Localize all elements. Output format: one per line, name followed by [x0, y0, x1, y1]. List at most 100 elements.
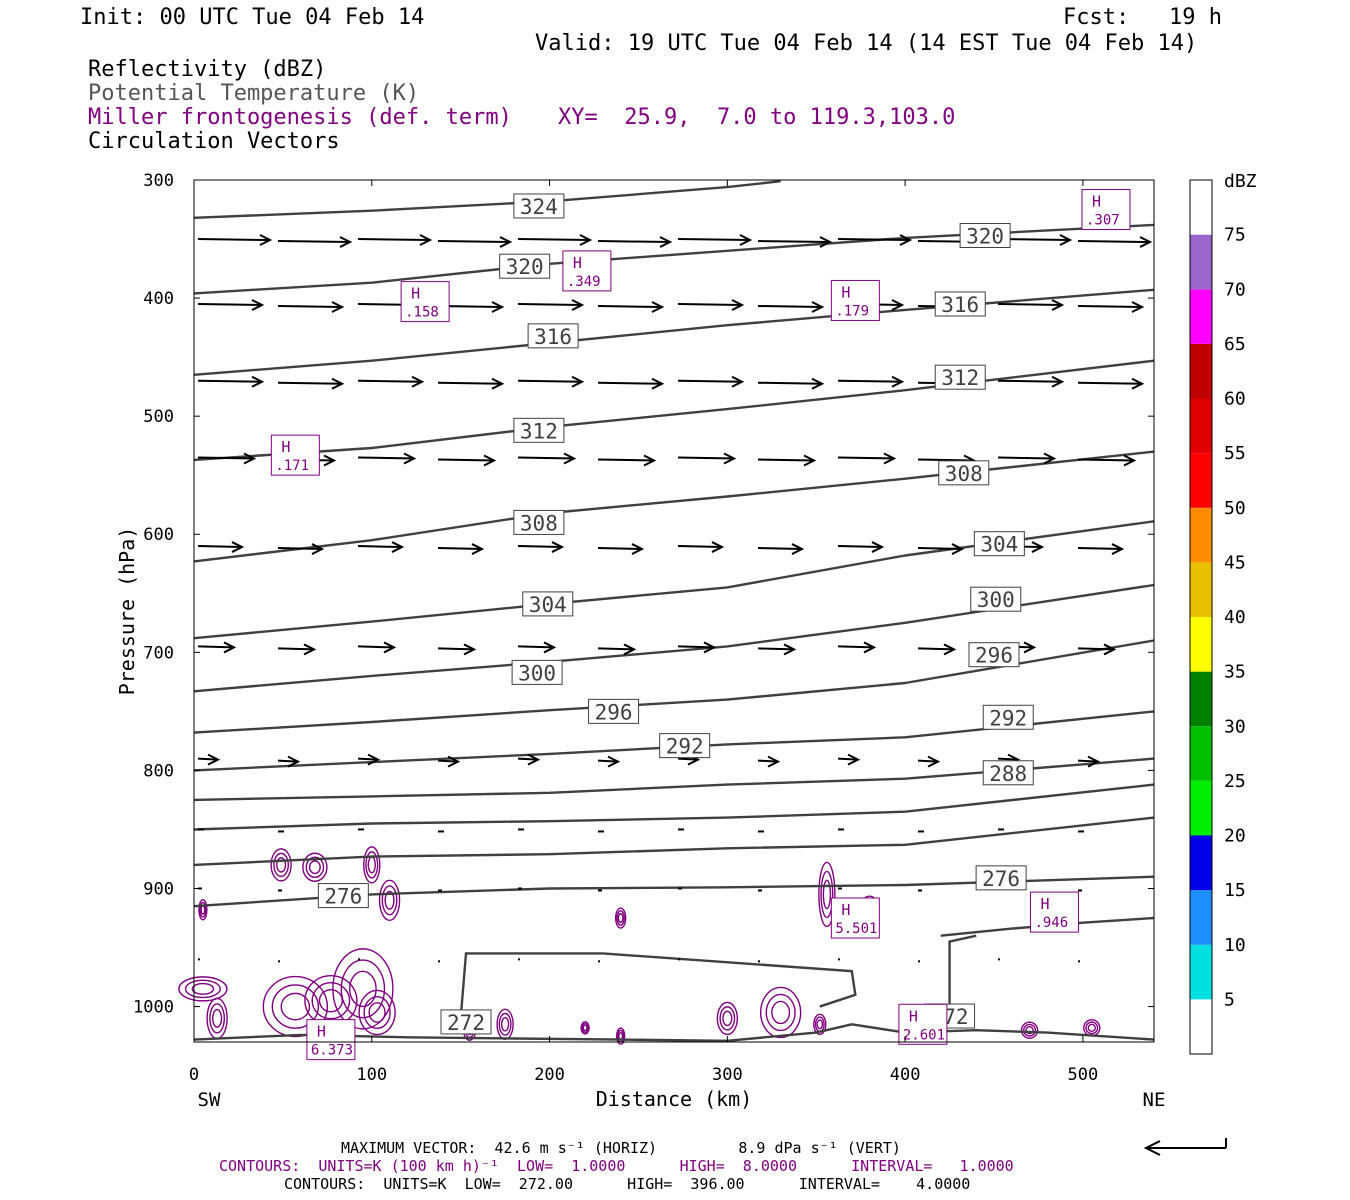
- vector-shaft: [997, 379, 1063, 383]
- vector-arrow-2-2: [357, 375, 425, 388]
- fronto-contour-15-0: [818, 861, 836, 928]
- theta-label-box-16: [982, 704, 1034, 730]
- vector-head: [1131, 301, 1145, 313]
- fronto-contour-6-0: [270, 848, 292, 882]
- vector-arrow-5-8: [837, 641, 877, 654]
- fronto-contour-18-0: [615, 1027, 626, 1045]
- vector-arrow-2-7: [757, 377, 825, 390]
- vector-shaft: [357, 545, 403, 549]
- fronto-contour-1-2: [212, 1008, 223, 1028]
- forecast-hour: Fcst: 19 h: [1063, 5, 1222, 30]
- vector-head: [419, 234, 433, 246]
- vector-shaft: [997, 757, 1019, 761]
- fronto-contour-13-0: [716, 1001, 739, 1036]
- colorbar-label-25: 25: [1224, 771, 1246, 792]
- vector-shaft: [597, 759, 619, 763]
- x-end-label-ne: NE: [1143, 1089, 1166, 1111]
- colorbar: 5 10 15 20 25 30 35 40 45 50 55 60 65 70 75 dBZ: [1189, 171, 1257, 1055]
- vector-shaft: [757, 240, 831, 244]
- vector-arrow-3-0: [197, 452, 257, 465]
- vector-head: [1131, 377, 1145, 390]
- theta-label-10: 304: [980, 533, 1018, 557]
- vector-shaft: [917, 458, 975, 462]
- y-tick-label-700: 700: [143, 643, 174, 663]
- reference-vector-arrow-icon: [1143, 1138, 1227, 1156]
- fronto-high-box-0: [1081, 189, 1131, 231]
- init-time: Init: 00 UTC Tue 04 Feb 14: [80, 5, 425, 30]
- vector-shaft: [437, 547, 483, 551]
- vector-arrow-2-6: [677, 375, 745, 388]
- vector-arrow-5-7: [757, 643, 797, 656]
- vector-head: [463, 643, 477, 656]
- x-tick-label-200: 200: [534, 1065, 565, 1085]
- fronto-contour-12-2: [617, 912, 624, 924]
- vector-arrow-6-7: [757, 755, 781, 768]
- vector-head: [891, 299, 905, 311]
- colorbar-label-75: 75: [1224, 225, 1246, 246]
- vector-arrow-1-11: [1077, 301, 1145, 313]
- fronto-high-value-7: 6.373: [311, 1043, 353, 1059]
- theta-contour-272: [193, 1023, 1155, 1042]
- colorbar-band-6: [1190, 671, 1212, 727]
- theta-contour-276-east: [948, 934, 977, 1009]
- fronto-contour-14-2: [771, 1000, 791, 1025]
- fronto-high-box-7: [306, 1019, 356, 1061]
- vector-head: [331, 301, 345, 313]
- vector-arrow-3-5: [597, 454, 657, 467]
- fronto-contour-5-2: [368, 1002, 386, 1023]
- colorbar-label-40: 40: [1224, 607, 1246, 628]
- vector-shaft: [1077, 458, 1135, 462]
- theta-label-box-7: [513, 509, 565, 535]
- x-axis-label: Distance (km): [596, 1087, 753, 1111]
- vector-arrow-3-7: [757, 454, 817, 467]
- vector-head: [1123, 454, 1137, 467]
- vector-head: [767, 755, 781, 768]
- vector-arrow-3-3: [437, 454, 497, 467]
- fronto-high-value-0: .307: [1086, 213, 1120, 229]
- vector-arrow-1-4: [517, 299, 585, 311]
- fronto-contour-22-0: [198, 899, 208, 921]
- vector-arrow-0-4: [517, 234, 593, 246]
- fronto-high-letter-3: H: [841, 283, 850, 301]
- vector-head: [287, 755, 301, 768]
- colorbar-band-9: [1190, 507, 1212, 563]
- theta-label-box-6: [934, 364, 986, 390]
- vector-shaft: [437, 647, 475, 651]
- vector-shaft: [437, 759, 459, 763]
- fronto-contour-3-1: [311, 981, 351, 1020]
- vector-arrow-2-5: [597, 377, 665, 390]
- theta-label-box-20: [440, 1009, 492, 1035]
- fronto-contour-4-2: [348, 970, 377, 1008]
- y-tick-label-500: 500: [143, 407, 174, 427]
- vector-head: [403, 452, 417, 465]
- vector-head: [883, 452, 897, 465]
- vector-shaft: [597, 381, 663, 385]
- vector-shaft: [197, 238, 271, 242]
- vector-arrow-4-3: [437, 543, 485, 555]
- fronto-contour-5-0: [358, 989, 396, 1036]
- theta-label-7: 308: [520, 511, 558, 535]
- theta-label-8: 308: [945, 462, 983, 486]
- vector-head: [303, 643, 317, 656]
- colorbar-band-4: [1190, 780, 1212, 836]
- theta-label-box-15: [659, 733, 711, 759]
- vector-head: [579, 234, 593, 246]
- vector-shaft: [677, 456, 735, 460]
- fronto-contour-7-2: [308, 860, 321, 875]
- colorbar-label-35: 35: [1224, 662, 1246, 683]
- vector-shaft: [917, 547, 963, 551]
- fronto-high-value-8: 2.601: [903, 1027, 945, 1043]
- vector-head: [543, 641, 557, 654]
- vector-shaft: [277, 240, 351, 244]
- colorbar-label-60: 60: [1224, 389, 1246, 410]
- fronto-high-letter-8: H: [909, 1007, 918, 1025]
- frontogenesis-contours: [178, 846, 1101, 1045]
- theta-contour-300: [193, 583, 1155, 693]
- x-tick-label-400: 400: [890, 1065, 921, 1085]
- colorbar-label-65: 65: [1224, 334, 1246, 355]
- theta-contours: [193, 180, 1155, 1042]
- vector-arrow-4-9: [917, 543, 965, 555]
- theta-label-box-9: [522, 591, 574, 617]
- fronto-high-box-3: [830, 279, 880, 321]
- vector-shaft: [1077, 647, 1115, 651]
